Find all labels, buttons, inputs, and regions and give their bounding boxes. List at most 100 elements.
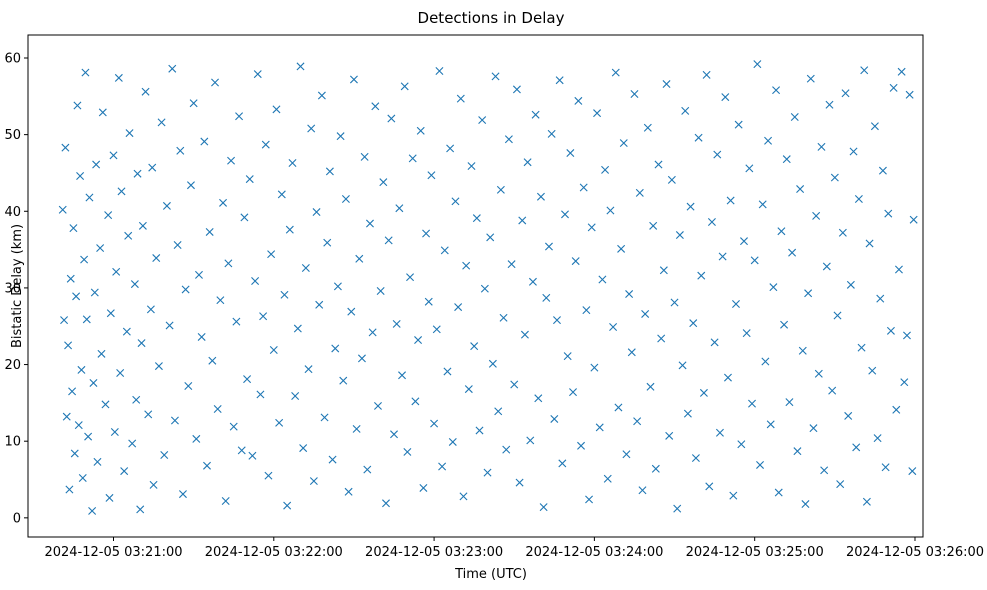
data-point <box>93 457 102 466</box>
data-point <box>130 280 139 289</box>
data-point <box>649 221 658 230</box>
data-point <box>368 328 377 337</box>
y-tick-label: 20 <box>4 358 21 373</box>
data-point <box>132 395 141 404</box>
data-point <box>403 447 412 456</box>
y-axis: 0 10 20 30 40 50 60 <box>4 51 28 526</box>
data-point <box>740 237 748 246</box>
data-point <box>114 73 123 82</box>
data-point <box>336 132 345 141</box>
data-point <box>705 482 714 491</box>
y-tick-label: 60 <box>4 51 21 66</box>
data-point <box>259 312 268 321</box>
data-point <box>796 185 805 194</box>
data-point <box>194 270 203 279</box>
x-tick-label: 2024-12-05 03:21:00 <box>44 545 182 560</box>
data-point <box>283 501 292 510</box>
data-point <box>137 339 146 348</box>
data-point <box>902 331 911 340</box>
data-point <box>878 166 887 175</box>
y-tick-label: 0 <box>13 511 21 526</box>
data-point <box>528 277 537 286</box>
data-point <box>120 467 129 476</box>
data-point <box>76 172 85 181</box>
data-point <box>633 417 642 426</box>
data-point <box>235 112 244 121</box>
data-point <box>785 398 794 407</box>
data-point <box>542 293 551 302</box>
data-point <box>579 183 588 192</box>
data-point <box>772 86 781 95</box>
data-point <box>909 215 918 224</box>
data-point <box>496 185 505 194</box>
data-point <box>66 274 75 283</box>
data-point <box>694 133 703 142</box>
data-point <box>60 316 69 325</box>
data-point <box>186 181 195 190</box>
data-point <box>571 257 580 266</box>
data-point <box>416 126 425 135</box>
data-point <box>611 68 620 77</box>
data-point <box>585 495 594 504</box>
data-point <box>643 123 652 132</box>
x-tick-label: 2024-12-05 03:24:00 <box>525 545 663 560</box>
data-point <box>98 108 107 117</box>
data-point <box>203 461 211 470</box>
data-point <box>726 196 735 205</box>
x-axis-label: Time (UTC) <box>454 567 527 582</box>
data-point <box>552 316 561 325</box>
data-point <box>673 504 682 513</box>
data-point <box>299 444 308 453</box>
data-point <box>72 292 81 301</box>
data-point <box>689 319 698 328</box>
data-point <box>598 275 607 284</box>
data-point <box>414 336 423 345</box>
data-point <box>173 241 182 249</box>
data-point <box>905 90 914 99</box>
data-point <box>774 488 783 497</box>
data-point <box>92 160 101 169</box>
data-point <box>828 386 837 395</box>
data-point <box>371 102 380 111</box>
data-point <box>804 289 813 298</box>
data-point <box>365 219 374 228</box>
data-point <box>251 277 260 286</box>
data-point <box>157 118 166 127</box>
data-point <box>561 210 569 219</box>
data-point <box>507 260 516 269</box>
data-point <box>304 365 313 374</box>
data-point <box>317 91 326 100</box>
data-point <box>363 465 372 474</box>
data-point <box>261 140 270 149</box>
data-point <box>777 227 786 236</box>
data-point <box>435 67 444 76</box>
data-point <box>686 202 695 211</box>
data-point <box>149 480 158 489</box>
data-point <box>339 376 348 385</box>
data-point <box>430 419 439 428</box>
y-tick-label: 40 <box>4 205 21 220</box>
data-point <box>683 409 692 418</box>
data-point <box>536 192 545 201</box>
data-point <box>124 231 133 240</box>
data-point <box>603 474 612 483</box>
data-point <box>494 407 503 416</box>
data-point <box>344 487 353 496</box>
data-point <box>451 197 460 206</box>
data-point <box>427 171 436 180</box>
data-point <box>820 466 829 475</box>
data-point <box>184 382 193 391</box>
data-point <box>373 401 382 410</box>
data-point <box>884 209 893 218</box>
data-point <box>74 421 83 430</box>
data-point <box>756 460 765 469</box>
data-point <box>387 114 396 123</box>
data-point <box>70 449 79 458</box>
data-point <box>721 93 730 102</box>
data-point <box>654 160 663 169</box>
data-point <box>357 354 366 363</box>
data-point <box>390 430 399 439</box>
data-point <box>638 486 647 495</box>
data-point <box>737 440 746 449</box>
